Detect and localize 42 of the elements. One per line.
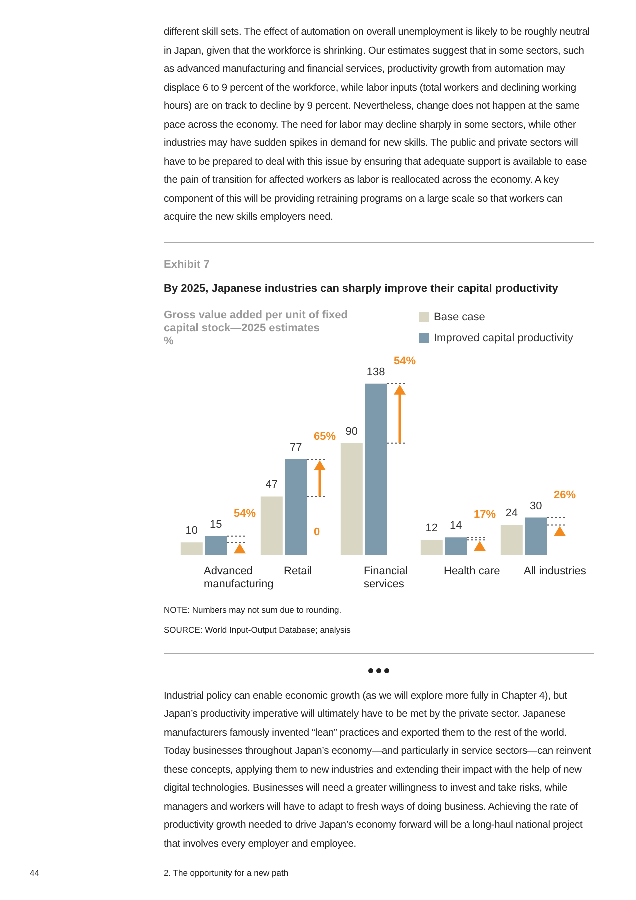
text: Industrial policy can enable economic growth (as we will explore more fully in Chapter 4), but Japan’s productivity imperative will ultimately have to be met by the private sector. Japanese manufacturers famously invented “lean” practices and exported them to the rest of the world. Today businesses throughout Japan’s economy—and particularly in service sectors—can reinvent these concepts, applying them to new industries and extending their impact with the help of new digital technologies. Businesses will need a greater willingness to invest and take risks, while managers and workers will have to adapt to fresh ways of doing business. Achieving the rate of productivity growth needed to drive Japan’s economy forward will be a long-haul national project that involves every employer and employee. [164, 690, 592, 850]
data-label: 77 [290, 442, 302, 454]
text: 44 [30, 868, 40, 878]
data-label: 90 [346, 425, 358, 438]
data-label: 30 [530, 500, 542, 512]
bar [420, 540, 443, 554]
x-tick-label: Health care [444, 565, 500, 577]
bar [500, 524, 523, 554]
y-axis-title: Gross value added per unit of fixed capital stock—2025 estimates % [164, 309, 352, 347]
data-label: 10 [186, 524, 198, 537]
x-tick-label: All industries [524, 565, 587, 577]
x-tick-label: Financial services [364, 565, 408, 590]
x-tick-label: Retail [284, 565, 312, 577]
annotation: 54% [394, 354, 416, 367]
legend-label: Improved capital productivity [434, 332, 574, 344]
data-label: 24 [506, 507, 518, 520]
bar [205, 536, 228, 554]
annotation: 54% [234, 507, 256, 520]
data-label: 47 [266, 478, 278, 491]
annotation: 17% [474, 508, 496, 521]
chart-subtitle: Exhibit 7 [164, 258, 211, 270]
bar [180, 542, 203, 554]
text: NOTE: Numbers may not sum due to rounding. [164, 604, 343, 614]
annotation: 65% [314, 430, 336, 443]
bar [260, 496, 283, 554]
annotation: 26% [554, 488, 576, 501]
bar [365, 383, 388, 554]
bar [445, 537, 468, 554]
x-tick-label: Advanced manufacturing [204, 565, 274, 590]
text: 2. The opportunity for a new path [164, 868, 289, 878]
data-label: 15 [210, 518, 222, 530]
data-label: 12 [426, 522, 438, 534]
chart-title: By 2025, Japanese industries can sharply improve their capital productivity [164, 282, 560, 294]
data-label: 138 [366, 366, 386, 378]
bar [285, 459, 308, 554]
bar [340, 442, 363, 554]
text: different skill sets. The effect of automation on overall unemployment is likely to be roughly neutral in Japan, given that the workforce is shrinking. Our estimates suggest that in some sectors, such as advanced manufacturing and financial services, productivity growth from automation may displace 6 to 9 percent of the workforce, while labor inputs (total workers and declining working hours) are on track to decline by 9 percent. Nevertheless, change does not happen at the same pace across the economy. The need for labor may decline sharply in some sectors, while other industries may have sudden spikes in demand for new skills. The public and private sectors will have to be prepared to deal with this issue by ensuring that adequate support is available to ease the pain of transition for affected workers as labor is reallocated across the economy. A key component of this will be providing retraining programs on a large scale so that workers can acquire the new skills employers need. [164, 27, 590, 223]
annotation: 0 [314, 526, 320, 538]
bar [525, 517, 548, 554]
source-note: SOURCE: World Input-Output Database; analysis [164, 624, 352, 634]
data-label: 14 [450, 520, 462, 532]
legend-label: Base case [434, 311, 486, 323]
